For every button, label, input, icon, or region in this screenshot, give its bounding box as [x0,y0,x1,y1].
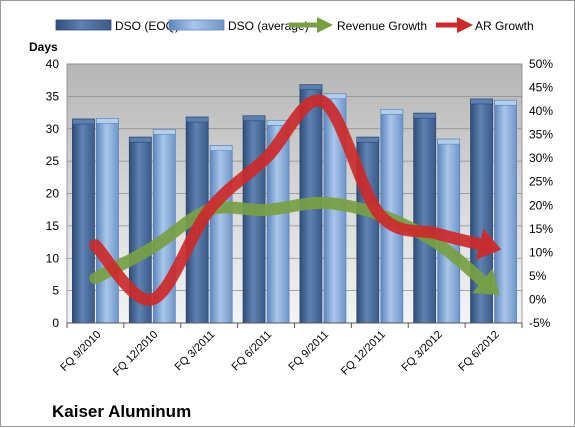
y-tick-label-15: 15 [46,219,60,233]
y-tick-label-35: 35 [46,89,60,103]
bar-body-dso-eoq-0 [72,118,95,324]
arrow-head-revenue-growth [472,268,500,296]
y2-tick-label-25: 25% [529,175,553,189]
y2-tick-label-50: 50% [529,57,553,71]
x-tick-label-fq-6-2012: FQ 6/2012 [456,329,501,374]
bar-body-dso-eoq-3 [242,115,266,324]
bar-cap-dso-eoq-4 [299,84,323,91]
y2-tick-label-10: 10% [529,245,553,259]
y2-tick-label-neg5: -5% [529,316,551,330]
x-tick-label-fq-3-2011: FQ 3/2011 [173,329,218,374]
company-label: Kaiser Aluminum [52,402,191,421]
bar-cap-dso-eoq-3 [242,115,266,122]
legend: DSO (EOQ) DSO (average) Revenue Growth A… [55,17,534,33]
y2-tick-label-20: 20% [529,198,553,212]
y2-tick-label-5: 5% [529,269,547,283]
y2-tick-label-40: 40% [529,104,553,118]
legend-label-ar-growth: AR Growth [475,19,534,33]
y-tick-label-5: 5 [52,284,59,298]
legend-label-dso-eoq: DSO (EOQ) [115,19,179,33]
bar-cap-dso-average-6 [437,138,460,145]
y-axis-title: Days [29,40,58,54]
legend-swatch-dso-average [168,19,225,31]
bar-dso-eoq-0[interactable] [72,118,95,324]
legend-item-dso-eoq[interactable]: DSO (EOQ) [55,19,179,33]
y2-tick-label-30: 30% [529,151,553,165]
bar-dso-average-0[interactable] [96,117,119,324]
bar-dso-eoq-6[interactable] [413,112,437,324]
x-tick-label-fq-9-2010: FQ 9/2010 [58,329,103,374]
y-tick-label-30: 30 [46,122,60,136]
legend-arrowhead-revenue-growth [317,17,333,33]
y2-tick-label-45: 45% [529,81,553,95]
trend-arrows [89,94,502,306]
legend-label-revenue-growth: Revenue Growth [337,19,427,33]
y-tick-label-0: 0 [52,316,59,330]
y-tick-label-25: 25 [46,154,60,168]
bar-cap-dso-average-0 [96,118,119,124]
legend-item-ar-growth[interactable]: AR Growth [436,17,534,33]
bar-cap-dso-eoq-7 [470,98,493,105]
y-tick-label-40: 40 [46,57,60,71]
y2-tick-label-0: 0% [529,292,547,306]
bar-dso-average-7[interactable] [494,99,517,324]
bar-dso-average-2[interactable] [209,145,233,324]
bar-cap-dso-eoq-1 [129,136,152,143]
arrow-head-ar-growth [475,228,502,260]
y-tick-label-10: 10 [46,251,60,265]
bar-cap-dso-average-2 [209,145,233,151]
bar-body-dso-eoq-6 [413,112,437,324]
arrow-series-revenue-growth[interactable] [89,196,500,296]
legend-item-revenue-growth[interactable]: Revenue Growth [289,17,427,33]
bar-cap-dso-average-5 [380,109,404,115]
bar-body-dso-average-2 [209,145,233,324]
x-tick-label-fq-9-2011: FQ 9/2011 [286,329,331,374]
legend-arrowhead-ar-growth [457,17,473,33]
y2-tick-label-35: 35% [529,128,553,142]
bar-dso-average-3[interactable] [266,119,290,324]
x-axis-tick-labels: FQ 9/2010 FQ 12/2010 FQ 3/2011 FQ 6/2011 FQ … [58,329,501,379]
arrow-series-ar-growth[interactable] [89,94,502,306]
x-tick-label-fq-6-2011: FQ 6/2011 [230,329,275,374]
bar-body-dso-average-0 [96,117,119,324]
bar-cap-dso-eoq-5 [356,136,380,143]
bar-cap-dso-eoq-0 [72,118,95,125]
bar-cap-dso-average-7 [494,99,517,106]
x-tick-label-fq-3-2012: FQ 3/2012 [400,329,445,374]
y2-axis-tick-labels: -5% 0% 5% 10% 15% 20% 25% 30% 35% 40% 45% 50% [529,57,553,330]
legend-item-dso-average[interactable]: DSO (average) [168,19,309,33]
x-tick-label-fq-12-2010: FQ 12/2010 [111,329,161,379]
bar-dso-eoq-3[interactable] [242,115,266,324]
arrow-shaft-ar-growth [89,94,486,306]
legend-swatch-dso-eoq [55,19,112,31]
bar-cap-dso-average-1 [153,129,176,135]
bar-cap-dso-eoq-2 [185,116,209,123]
x-tick-label-fq-12-2011: FQ 12/2011 [339,329,388,378]
legend-label-dso-average: DSO (average) [228,19,309,33]
bar-cap-dso-eoq-6 [413,112,436,119]
y2-tick-label-15: 15% [529,222,553,236]
x-axis-tick-marks [66,323,523,328]
arrow-shaft-revenue-growth [89,196,489,287]
y-tick-label-20: 20 [46,187,60,201]
y-axis-tick-labels: 0 5 10 15 20 25 30 35 40 [46,57,60,330]
